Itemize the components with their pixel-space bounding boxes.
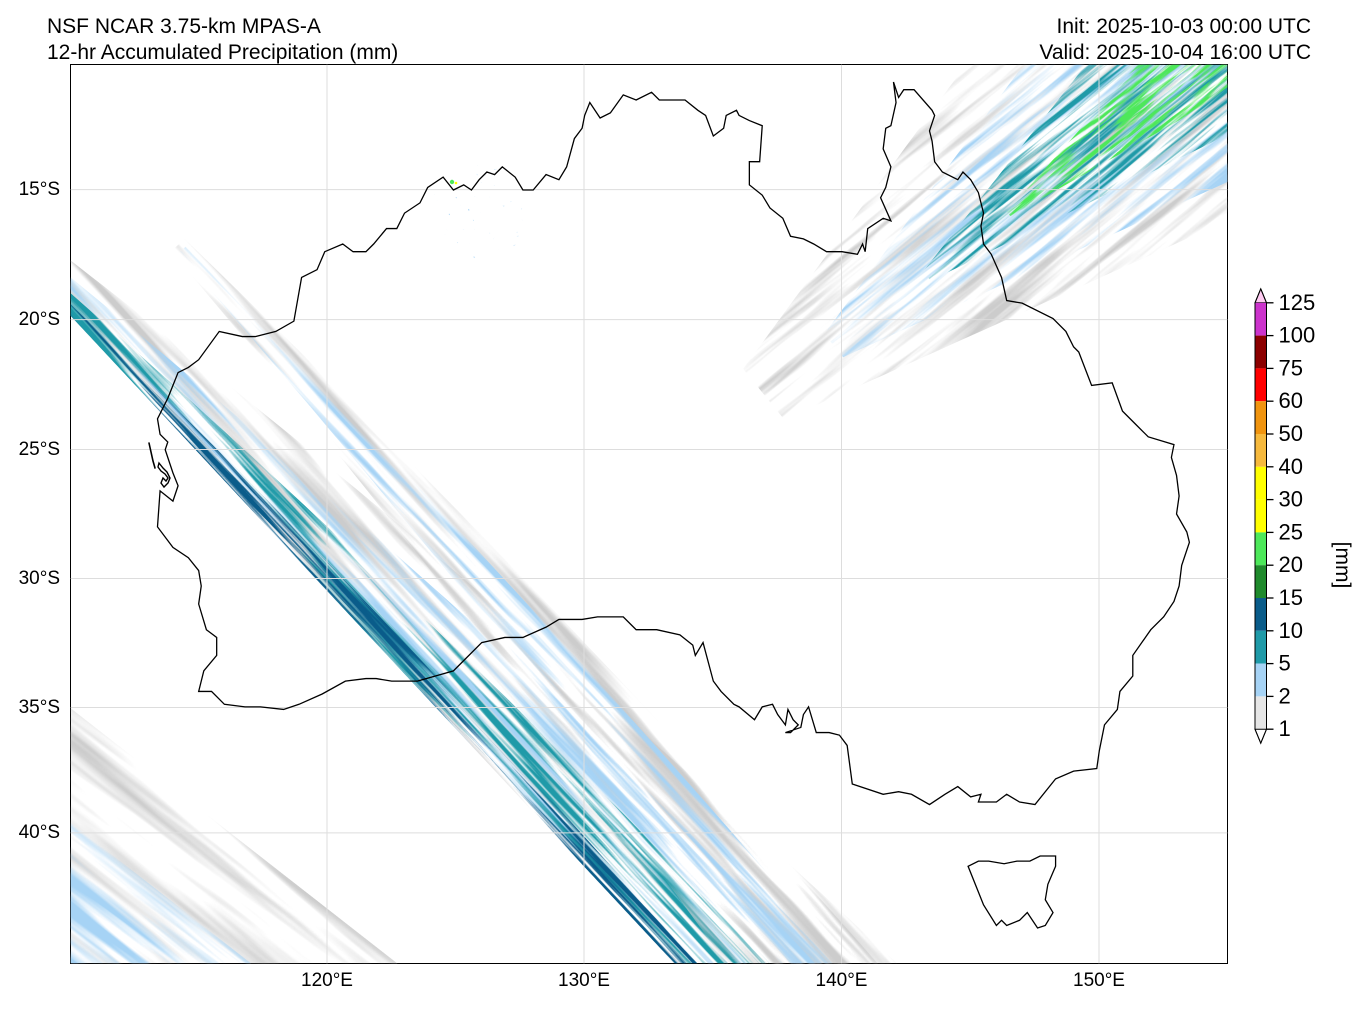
svg-text:25: 25 (1279, 519, 1303, 544)
svg-text:5: 5 (1279, 651, 1291, 676)
svg-text:10: 10 (1279, 618, 1303, 643)
svg-text:75: 75 (1279, 355, 1303, 380)
svg-text:30: 30 (1279, 487, 1303, 512)
svg-text:[mm]: [mm] (1331, 542, 1354, 589)
svg-text:15: 15 (1279, 585, 1303, 610)
svg-text:125: 125 (1279, 290, 1316, 315)
svg-text:2: 2 (1279, 683, 1291, 708)
svg-text:40: 40 (1279, 454, 1303, 479)
svg-text:60: 60 (1279, 388, 1303, 413)
svg-text:50: 50 (1279, 421, 1303, 446)
svg-text:1: 1 (1279, 716, 1291, 741)
svg-text:100: 100 (1279, 323, 1316, 348)
svg-text:20: 20 (1279, 552, 1303, 577)
